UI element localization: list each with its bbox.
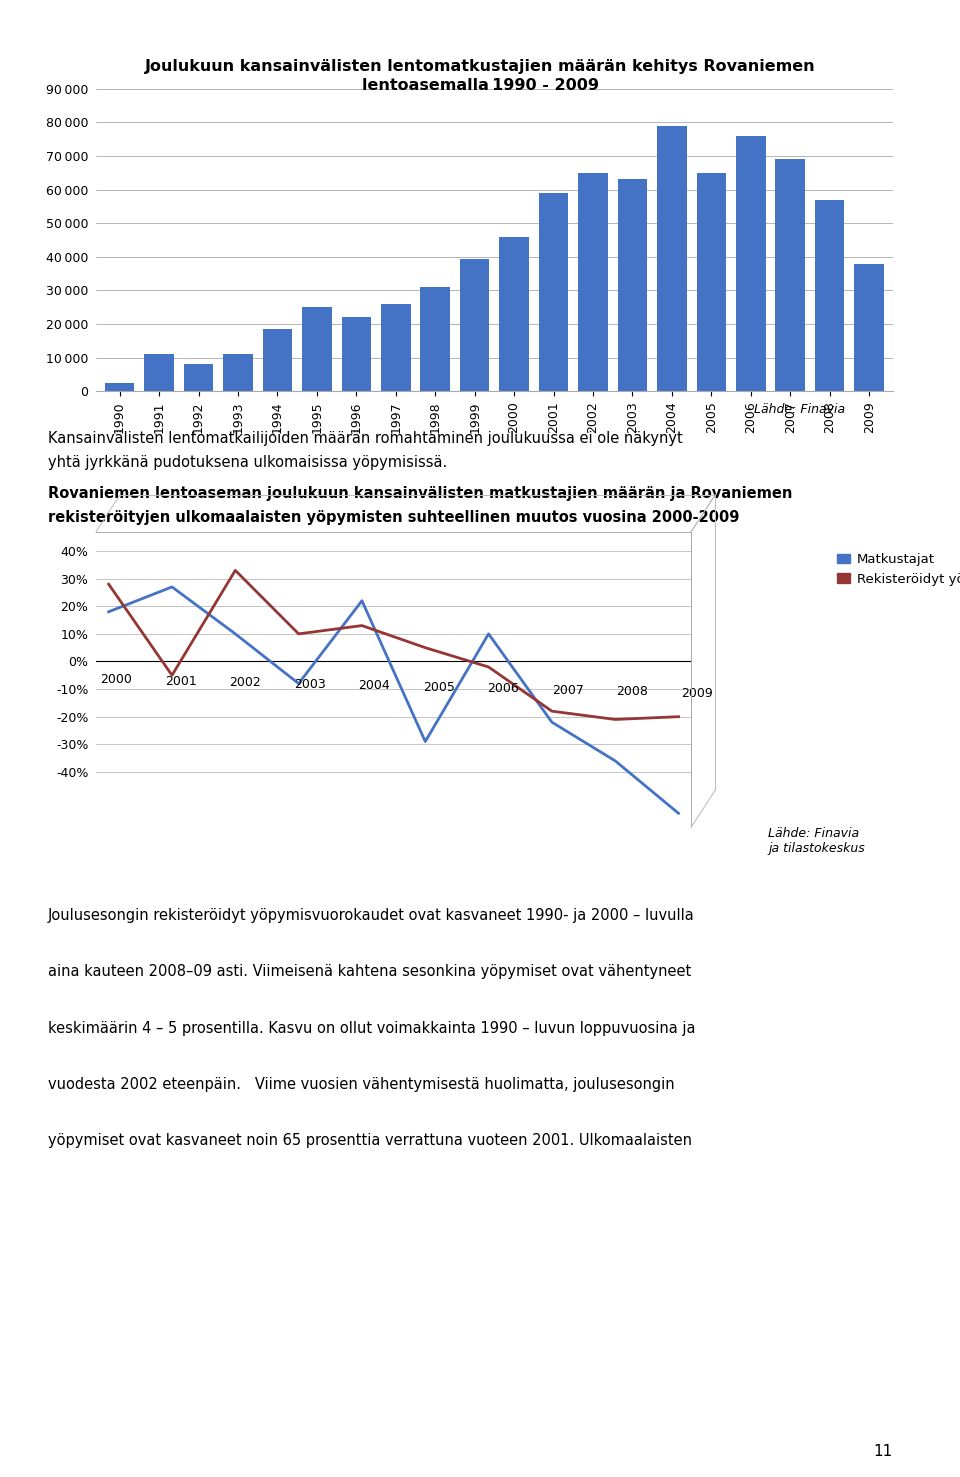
Text: Joulukuun kansainvälisten lentomatkustajien määrän kehitys Rovaniemen: Joulukuun kansainvälisten lentomatkustaj… xyxy=(145,59,815,74)
Bar xyxy=(144,354,174,391)
Text: Joulusesongin rekisteröidyt yöpymisvuorokaudet ovat kasvaneet 1990- ja 2000 – lu: Joulusesongin rekisteröidyt yöpymisvuoro… xyxy=(48,908,695,923)
Bar xyxy=(815,199,845,391)
Bar xyxy=(460,258,490,391)
Bar xyxy=(420,287,450,391)
Bar xyxy=(105,383,134,391)
Text: 2001: 2001 xyxy=(165,675,197,688)
Bar xyxy=(224,354,252,391)
Text: 2006: 2006 xyxy=(488,682,519,696)
Text: 2003: 2003 xyxy=(294,678,325,691)
Bar xyxy=(854,263,884,391)
Text: rekisteröityjen ulkomaalaisten yöpymisten suhteellinen muutos vuosina 2000-2009: rekisteröityjen ulkomaalaisten yöpymiste… xyxy=(48,510,739,524)
Text: 11: 11 xyxy=(874,1445,893,1459)
Text: keskimäärin 4 – 5 prosentilla. Kasvu on ollut voimakkainta 1990 – luvun loppuvuo: keskimäärin 4 – 5 prosentilla. Kasvu on … xyxy=(48,1021,695,1035)
Text: vuodesta 2002 eteenpäin.   Viime vuosien vähentymisestä huolimatta, joulusesongi: vuodesta 2002 eteenpäin. Viime vuosien v… xyxy=(48,1077,675,1092)
Legend: Matkustajat, Rekisteröidyt yöpymiset: Matkustajat, Rekisteröidyt yöpymiset xyxy=(837,552,960,586)
Bar xyxy=(342,318,372,391)
Text: 2008: 2008 xyxy=(616,685,648,699)
Text: Rovaniemen lentoaseman joulukuun kansainvälisten matkustajien määrän ja Rovaniem: Rovaniemen lentoaseman joulukuun kansain… xyxy=(48,486,792,501)
Bar xyxy=(381,304,411,391)
Bar xyxy=(263,329,292,391)
Text: aina kauteen 2008–09 asti. Viimeisenä kahtena sesonkina yöpymiset ovat vähentyne: aina kauteen 2008–09 asti. Viimeisenä ka… xyxy=(48,964,691,979)
Bar xyxy=(776,160,805,391)
Bar xyxy=(302,307,332,391)
Text: 2009: 2009 xyxy=(681,687,712,700)
Bar xyxy=(697,173,726,391)
Text: 2007: 2007 xyxy=(552,684,584,697)
Text: 2002: 2002 xyxy=(229,676,261,690)
Bar xyxy=(736,136,765,391)
Text: Kansainvälisten lentomatkailijoiden määrän romahtaminen joulukuussa ei ole näkyn: Kansainvälisten lentomatkailijoiden määr… xyxy=(48,431,683,446)
Bar xyxy=(617,180,647,391)
Bar xyxy=(499,236,529,391)
Bar xyxy=(578,173,608,391)
Text: Lähde: Finavia: Lähde: Finavia xyxy=(754,403,845,417)
Text: yöpymiset ovat kasvaneet noin 65 prosenttia verrattuna vuoteen 2001. Ulkomaalais: yöpymiset ovat kasvaneet noin 65 prosent… xyxy=(48,1133,692,1148)
Text: 2000: 2000 xyxy=(101,674,132,687)
Bar xyxy=(539,193,568,391)
Text: Lähde: Finavia
ja tilastokeskus: Lähde: Finavia ja tilastokeskus xyxy=(768,827,865,855)
Bar xyxy=(183,365,213,391)
Text: 2004: 2004 xyxy=(358,679,390,693)
Text: 2005: 2005 xyxy=(422,681,455,694)
Bar xyxy=(657,126,686,391)
Text: lentoasemalla 1990 - 2009: lentoasemalla 1990 - 2009 xyxy=(362,78,598,93)
Text: yhtä jyrkkänä pudotuksena ulkomaisissa yöpymisissä.: yhtä jyrkkänä pudotuksena ulkomaisissa y… xyxy=(48,455,447,470)
